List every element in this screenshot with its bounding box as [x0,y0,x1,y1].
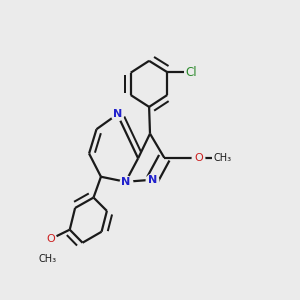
Text: CH₃: CH₃ [214,153,232,163]
Text: O: O [46,234,55,244]
Text: O: O [194,153,203,163]
Text: N: N [148,175,157,185]
Text: N: N [121,177,130,187]
Text: CH₃: CH₃ [38,254,56,264]
Text: N: N [113,109,122,119]
Text: Cl: Cl [186,66,197,79]
